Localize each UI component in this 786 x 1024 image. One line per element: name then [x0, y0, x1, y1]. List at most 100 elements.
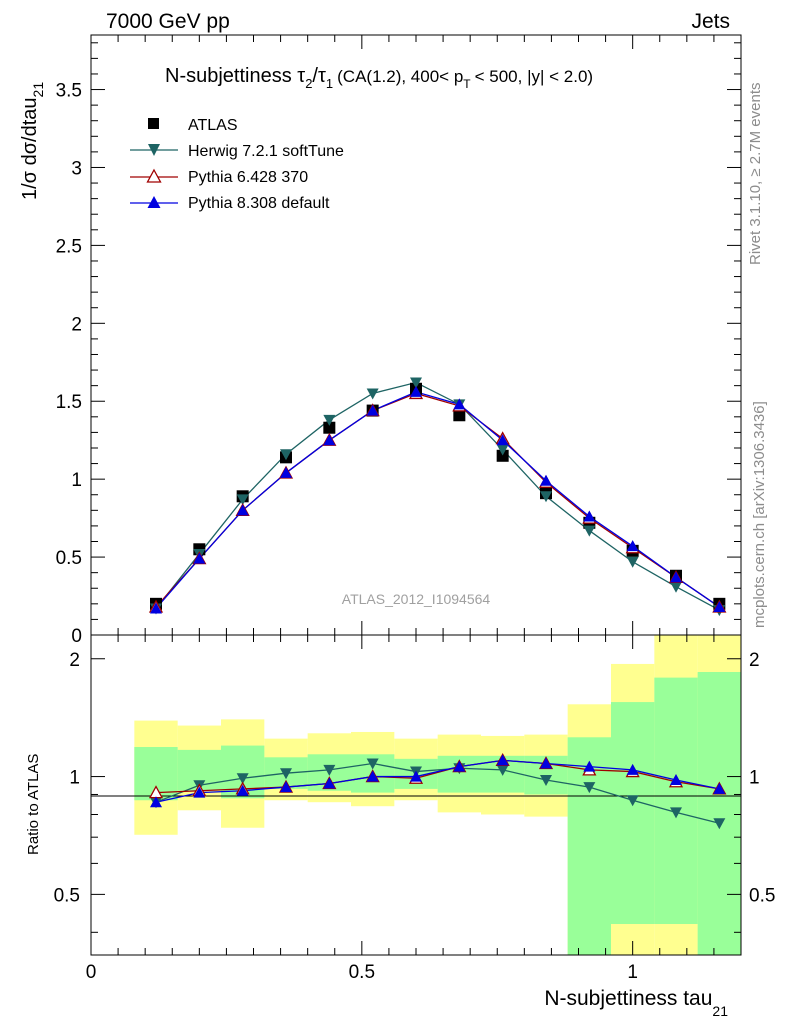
legend-entry-pythia8: Pythia 8.308 default [130, 195, 330, 212]
ratio-y-tick-label-right: 2 [749, 650, 760, 671]
point-pythia-8-308-default [366, 404, 379, 416]
beam-label: 7000 GeV pp [106, 10, 230, 33]
y-axis-label: 1/σ dσ/dtau21 [19, 82, 46, 200]
point-atlas [323, 421, 336, 434]
legend-marker-herwig [148, 144, 160, 156]
ratio-point-pythia-8-308-default [453, 760, 466, 772]
ratio-point-pythia-8-308-default [366, 770, 379, 782]
ratio-point-herwig-7-2-1-softtune [626, 795, 639, 807]
ratio-point-pythia-8-308-default [150, 796, 162, 808]
y-tick-label: 3.5 [56, 81, 82, 102]
panel-title: N-subjettiness τ2/τ1 (CA(1.2), 400< pT < 5… [165, 65, 593, 91]
ratio-line-herwig-7-2-1-softtune [155, 762, 720, 824]
ratio-panel: 0.5 0.5 1 1 2 2 0 0.5 1 Ratio to ATLAS N-subjett… [25, 634, 775, 1019]
point-pythia-8-308-default [410, 385, 422, 397]
y-tick-label: 1 [71, 470, 82, 491]
point-pythia-8-308-default [713, 600, 726, 612]
ratio-point-herwig-7-2-1-softtune [713, 818, 726, 830]
ratio-point-herwig-7-2-1-softtune [583, 782, 596, 794]
point-pythia-8-308-default [236, 504, 249, 516]
legend-label-pythia6: Pythia 6.428 370 [188, 169, 308, 186]
bottom-panel-frame [90, 634, 742, 956]
ratio-point-herwig-7-2-1-softtune [540, 774, 552, 786]
ratio-y-tick-label-left: 2 [69, 650, 80, 671]
point-pythia-8-308-default [583, 510, 596, 522]
y-tick-label: 2.5 [56, 236, 82, 257]
series-line-pythia-8-308-default [155, 391, 720, 609]
ratio-line-pythia-6-428-370 [155, 759, 720, 794]
legend-entry-herwig: Herwig 7.2.1 softTune [130, 143, 344, 160]
point-pythia-8-308-default [670, 571, 682, 583]
series-line-herwig-7-2-1-softtune [155, 381, 720, 611]
point-herwig-7-2-1-softtune [670, 581, 682, 593]
y-tick-label: 0.5 [56, 548, 82, 569]
x-tick-label: 0.5 [349, 962, 375, 983]
point-herwig-7-2-1-softtune [496, 444, 509, 456]
point-atlas [453, 409, 466, 422]
ratio-point-pythia-8-308-default [410, 770, 422, 782]
ratio-point-herwig-7-2-1-softtune [670, 807, 682, 819]
band-green [654, 677, 698, 925]
point-herwig-7-2-1-softtune [410, 377, 422, 389]
category-label: Jets [691, 10, 730, 33]
distribution-panel: 0 0.5 1 1.5 2 2.5 3 3.5 N-subjettiness τ2/τ1 (CA… [19, 34, 742, 647]
legend-marker-pythia8 [147, 196, 161, 208]
point-pythia-8-308-default [496, 434, 509, 446]
rivet-label: Rivet 3.1.10, ≥ 2.7M events [747, 83, 764, 266]
mcplots-label: mcplots.cern.ch [arXiv:1306.3436] [751, 401, 768, 628]
ratio-point-pythia-8-308-default [496, 754, 509, 766]
point-pythia-8-308-default [150, 602, 162, 614]
ratio-y-tick-label-left: 1 [69, 768, 80, 789]
point-pythia-8-308-default [453, 398, 466, 410]
point-atlas [496, 449, 509, 462]
band-green [611, 702, 655, 925]
ratio-point-pythia-8-308-default [713, 782, 726, 794]
top-axis-ticks: 0 0.5 1 1.5 2 2.5 3 3.5 [56, 35, 742, 647]
bottom-axis-ticks: 0.5 0.5 1 1 2 2 0 0.5 1 [54, 635, 775, 983]
point-herwig-7-2-1-softtune [280, 449, 292, 461]
x-tick-label: 0 [86, 962, 97, 983]
ratio-point-herwig-7-2-1-softtune [366, 758, 379, 770]
analysis-watermark: ATLAS_2012_I1094564 [342, 591, 491, 607]
ratio-y-tick-label-right: 0.5 [749, 885, 775, 906]
ratio-point-herwig-7-2-1-softtune [280, 768, 292, 780]
point-pythia-8-308-default [323, 434, 336, 446]
ratio-point-pythia-8-308-default [540, 757, 552, 769]
point-pythia-8-308-default [280, 466, 292, 478]
x-tick-label: 1 [627, 962, 638, 983]
point-herwig-7-2-1-softtune [236, 494, 249, 506]
ratio-point-pythia-8-308-default [583, 760, 596, 772]
ratio-point-herwig-7-2-1-softtune [496, 764, 509, 776]
point-herwig-7-2-1-softtune [626, 556, 639, 568]
ratio-uncertainty-bands [134, 635, 741, 955]
ratio-point-pythia-8-308-default [626, 763, 639, 775]
ratio-point-herwig-7-2-1-softtune [323, 764, 336, 776]
legend-label-herwig: Herwig 7.2.1 softTune [188, 143, 344, 160]
band-green [697, 672, 741, 955]
legend-entry-atlas: ATLAS [148, 117, 238, 134]
point-herwig-7-2-1-softtune [366, 388, 379, 400]
ratio-point-pythia-8-308-default [670, 773, 682, 785]
point-herwig-7-2-1-softtune [540, 491, 552, 503]
point-herwig-7-2-1-softtune [583, 525, 596, 537]
ratio-y-tick-label-left: 0.5 [54, 885, 80, 906]
legend-entry-pythia6: Pythia 6.428 370 [130, 168, 308, 186]
ratio-y-tick-label-right: 1 [749, 768, 760, 789]
point-pythia-8-308-default [626, 540, 639, 552]
legend: ATLAS Herwig 7.2.1 softTune Pythia 6.428… [130, 117, 344, 212]
y-tick-label: 2 [71, 314, 82, 335]
ratio-point-pythia-8-308-default [236, 784, 249, 796]
ratio-y-label: Ratio to ATLAS [25, 754, 42, 855]
ratio-point-herwig-7-2-1-softtune [236, 773, 249, 785]
legend-label-atlas: ATLAS [188, 117, 238, 134]
ratio-point-pythia-8-308-default [323, 777, 336, 789]
y-tick-label: 1.5 [56, 392, 82, 413]
legend-marker-atlas [148, 118, 159, 129]
point-pythia-8-308-default [193, 552, 206, 564]
ratio-series [148, 753, 727, 830]
ratio-point-pythia-8-308-default [280, 781, 292, 793]
legend-label-pythia8: Pythia 8.308 default [188, 195, 330, 212]
top-series [148, 377, 727, 617]
y-tick-label: 3 [71, 158, 82, 179]
